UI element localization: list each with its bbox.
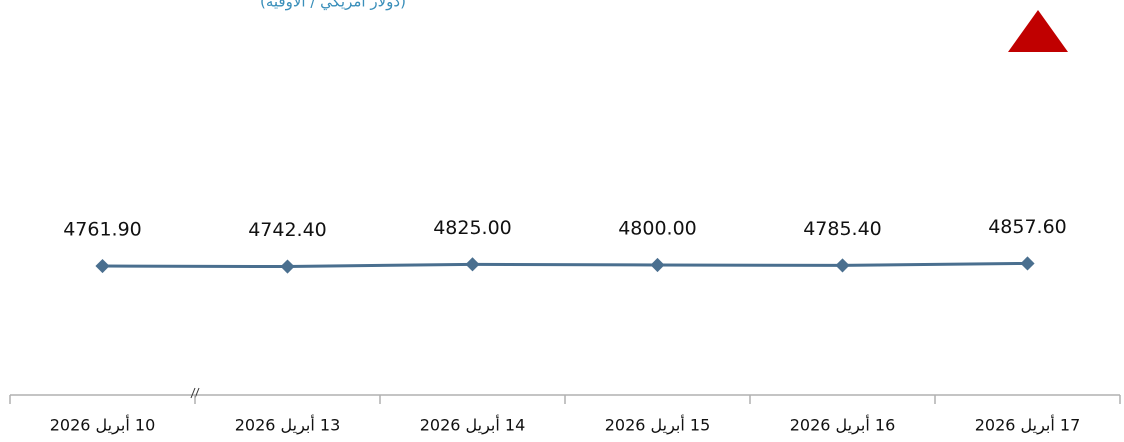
point-marker xyxy=(280,259,295,274)
x-tick-label: 10 أبريل 2026 xyxy=(50,415,156,436)
x-tick-label: 14 أبريل 2026 xyxy=(420,415,526,436)
chart-subtitle: (دولار أمريكي / الأوقية) xyxy=(260,0,406,12)
series-line xyxy=(102,261,1028,269)
x-tick-label: 15 أبريل 2026 xyxy=(605,415,711,436)
point-marker xyxy=(1020,256,1035,271)
data-label: 4742.40 xyxy=(248,219,327,241)
up-indicator xyxy=(1008,10,1068,52)
x-tick-label: 13 أبريل 2026 xyxy=(235,415,341,436)
point-marker xyxy=(95,258,110,274)
point-marker xyxy=(650,257,665,273)
data-label: 4857.60 xyxy=(988,216,1067,238)
data-label: 4825.00 xyxy=(433,217,512,239)
x-tick-label: 17 أبريل 2026 xyxy=(975,415,1081,436)
point-marker xyxy=(465,257,480,272)
data-label: 4785.40 xyxy=(803,218,882,240)
data-label: 4761.90 xyxy=(63,219,142,241)
data-label: 4800.00 xyxy=(618,218,697,240)
point-marker xyxy=(835,258,850,273)
x-tick-label: 16 أبريل 2026 xyxy=(790,415,896,436)
